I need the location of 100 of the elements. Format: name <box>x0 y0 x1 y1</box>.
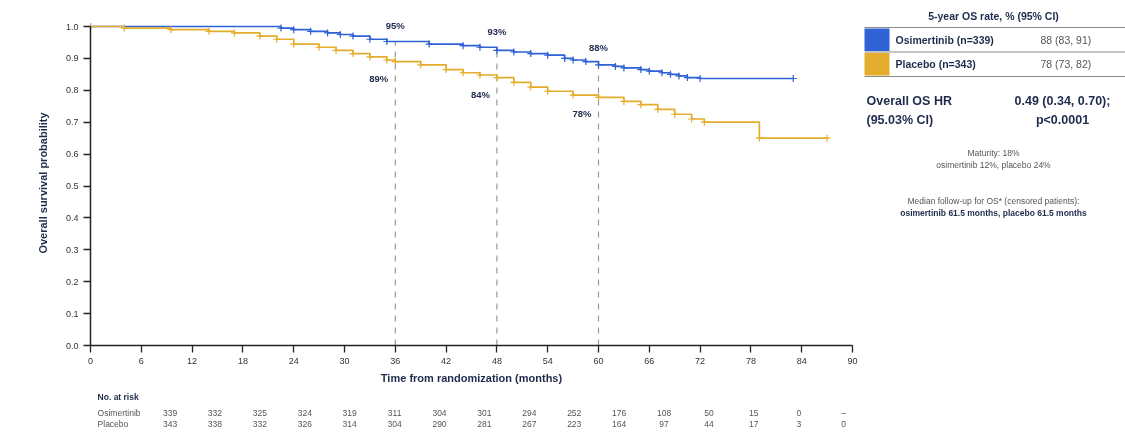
legend-title: 5-year OS rate, % (95% CI) <box>928 9 1059 22</box>
text: 176 <box>612 407 627 418</box>
text: 0 <box>796 407 802 418</box>
y-tick-label: 0.5 <box>65 181 79 191</box>
x-tick-label: 24 <box>288 355 299 366</box>
text: 290 <box>432 418 447 429</box>
x-tick-label: 60 <box>593 355 604 366</box>
x-tick-label: 48 <box>491 355 502 366</box>
point <box>255 31 264 41</box>
point <box>569 90 578 100</box>
text: 324 <box>297 407 313 418</box>
x-tick-label: 54 <box>542 355 553 366</box>
text: – <box>841 407 847 418</box>
x-tick-label: 66 <box>644 355 655 366</box>
annotation: 88% <box>588 42 609 54</box>
x-axis-title: Time from randomization (months) <box>380 371 563 384</box>
text: 326 <box>297 418 313 429</box>
text: 343 <box>162 418 178 429</box>
point <box>230 28 239 37</box>
point <box>120 23 129 33</box>
text: 319 <box>342 407 358 418</box>
y-tick-label: 0.2 <box>65 276 79 287</box>
point <box>619 63 628 73</box>
annotation: 93% <box>487 26 507 38</box>
text: 15 <box>749 407 759 418</box>
point <box>458 68 468 77</box>
text: 332 <box>207 407 223 418</box>
point <box>674 71 684 81</box>
y-tick-label: 0.8 <box>65 85 79 96</box>
point <box>509 47 518 57</box>
point <box>331 46 341 55</box>
text: 78 (73, 82) <box>1040 58 1092 71</box>
point <box>657 68 667 77</box>
y-tick-label: 0.7 <box>65 117 79 128</box>
text: Overall OS HR <box>866 93 952 108</box>
text: 294 <box>522 407 537 418</box>
point <box>425 39 434 49</box>
y-tick-label: 0.9 <box>65 53 79 64</box>
text: p<0.0001 <box>1035 112 1090 127</box>
point <box>289 39 298 49</box>
text: (95.03% CI) <box>866 112 934 127</box>
text: 304 <box>432 407 447 418</box>
text: osimertinib 12%, placebo 24% <box>936 159 1052 170</box>
point <box>492 46 501 55</box>
y-axis-title: Overall survival probability <box>36 111 49 254</box>
text: 339 <box>162 407 178 418</box>
text: 314 <box>342 418 358 429</box>
x-tick-label: 90 <box>847 355 858 366</box>
text: 304 <box>387 418 402 429</box>
point <box>166 25 176 34</box>
x-tick-label: 18 <box>237 355 248 366</box>
text: 267 <box>522 418 537 429</box>
x-tick-label: 30 <box>339 355 350 366</box>
annotation: 89% <box>369 73 389 85</box>
text: 311 <box>387 407 402 418</box>
text: 325 <box>252 407 268 418</box>
point <box>323 28 332 37</box>
x-tick-label: 78 <box>745 355 756 366</box>
text: osimertinib 61.5 months, placebo 61.5 months <box>900 207 1088 218</box>
point <box>348 49 358 58</box>
text: 50 <box>704 407 714 418</box>
point <box>526 83 535 92</box>
y-tick-label: 0.3 <box>65 244 79 255</box>
text: 88 (83, 91) <box>1040 33 1092 46</box>
text: 332 <box>252 418 268 429</box>
point <box>348 31 358 41</box>
annotation: 95% <box>385 19 406 31</box>
x-tick-label: 6 <box>138 355 144 366</box>
text: Maturity: 18% <box>967 147 1020 158</box>
point <box>687 114 696 124</box>
x-tick-label: 0 <box>88 355 94 366</box>
point <box>492 73 501 82</box>
text: 338 <box>207 418 223 429</box>
text: 0 <box>841 418 847 429</box>
annotation: 78% <box>572 108 593 120</box>
x-tick-label: 42 <box>441 355 452 366</box>
text: Median follow-up for OS* (censored patients): <box>907 195 1080 206</box>
point <box>475 70 485 80</box>
point <box>442 65 451 74</box>
text: 252 <box>567 407 582 418</box>
legend-label: Placebo (n=343) <box>895 58 976 71</box>
point <box>276 23 286 33</box>
point <box>569 55 578 65</box>
point <box>365 35 374 44</box>
point <box>823 134 832 143</box>
legend-label: Osimertinib (n=339) <box>895 33 994 46</box>
point <box>365 52 374 61</box>
text: 164 <box>612 418 627 429</box>
text: 0.49 (0.34, 0.70); <box>1014 93 1111 108</box>
point <box>204 27 214 36</box>
y-tick-label: 0.6 <box>65 149 79 160</box>
text: 44 <box>704 418 714 429</box>
x-tick-label: 36 <box>390 355 401 366</box>
text: 108 <box>656 407 672 418</box>
point <box>382 55 391 65</box>
point <box>619 97 628 106</box>
text: 301 <box>477 407 492 418</box>
text: Osimertinib <box>97 407 141 418</box>
text: 281 <box>477 418 492 429</box>
text: 223 <box>567 418 582 429</box>
